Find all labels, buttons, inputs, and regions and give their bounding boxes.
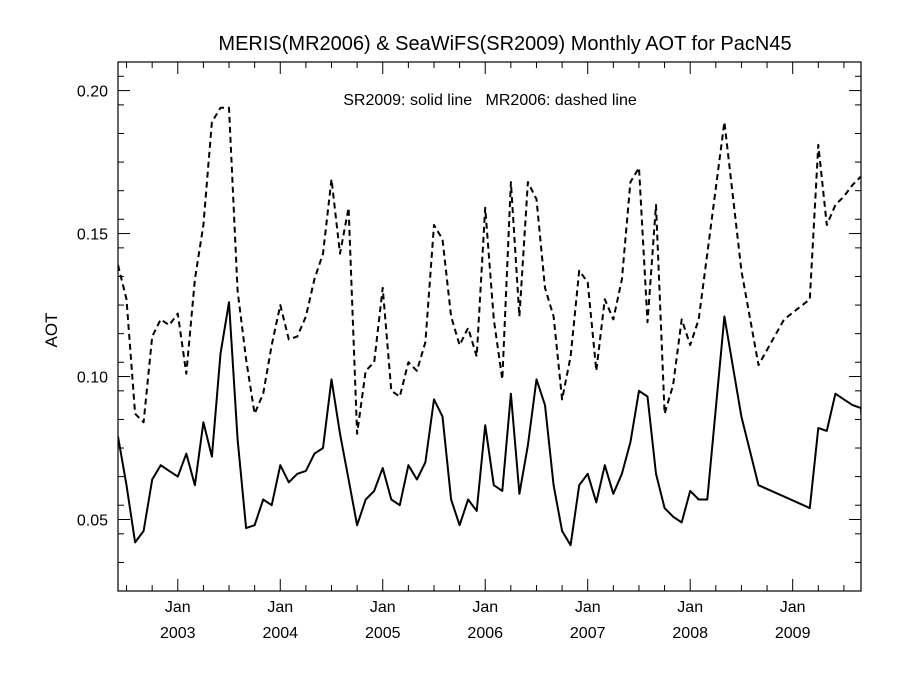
- axis-tick-labels: 0.05 0.10 0.15 0.20 Jan 2003 Jan 2004 Jan 2005 Jan…: [77, 84, 811, 642]
- plot-frame: [117, 61, 862, 592]
- series-line-mr2006: [118, 106, 861, 435]
- x-tick-label-month: Jan: [780, 599, 806, 616]
- y-axis-label: AOT: [42, 313, 61, 348]
- y-tick-label: 0.10: [77, 370, 108, 387]
- x-tick-label-month: Jan: [677, 599, 703, 616]
- axis-ticks: [118, 62, 861, 592]
- series-line-sr2009: [118, 301, 861, 547]
- x-tick-label-month: Jan: [165, 599, 191, 616]
- y-tick-label: 0.15: [77, 227, 108, 244]
- x-tick-label-year: 2009: [775, 625, 811, 642]
- x-tick-label-month: Jan: [472, 599, 498, 616]
- y-tick-label: 0.20: [77, 84, 108, 101]
- x-tick-label-month: Jan: [370, 599, 396, 616]
- x-tick-label-year: 2004: [262, 625, 298, 642]
- legend-annotation: SR2009: solid line MR2006: dashed line: [343, 92, 637, 109]
- x-tick-label-year: 2007: [570, 625, 606, 642]
- series-layer: [118, 106, 861, 547]
- y-tick-label: 0.05: [77, 513, 108, 530]
- x-tick-label-month: Jan: [575, 599, 601, 616]
- chart-title: MERIS(MR2006) & SeaWiFS(SR2009) Monthly …: [218, 33, 791, 55]
- x-tick-label-year: 2006: [467, 625, 503, 642]
- x-tick-label-year: 2008: [672, 625, 708, 642]
- x-tick-label-year: 2003: [160, 625, 196, 642]
- x-tick-label-month: Jan: [267, 599, 293, 616]
- x-tick-label-year: 2005: [365, 625, 401, 642]
